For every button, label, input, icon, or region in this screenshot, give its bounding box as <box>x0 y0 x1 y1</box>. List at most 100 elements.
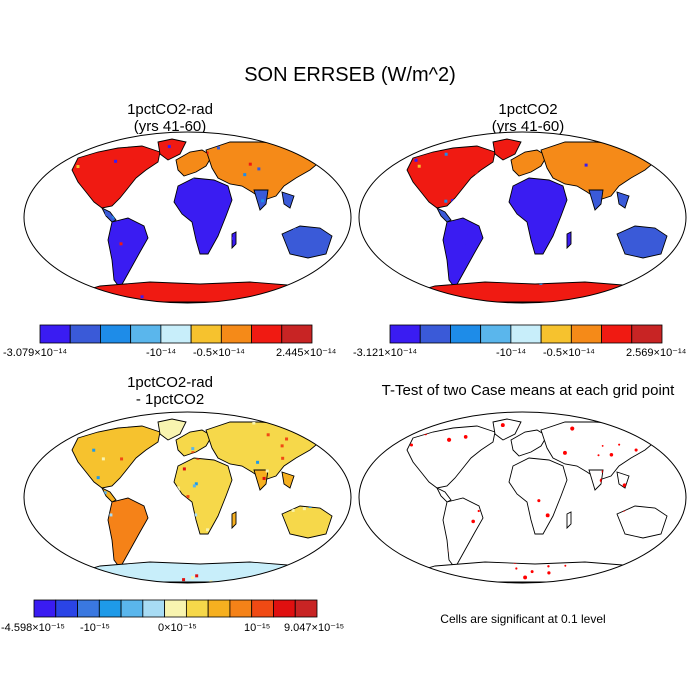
significant-cell-marker <box>663 450 667 454</box>
grid-cell <box>36 263 39 266</box>
grid-cell <box>666 148 669 151</box>
grid-cell <box>359 176 362 179</box>
grid-cell <box>330 172 333 175</box>
grid-cell <box>325 554 328 557</box>
significant-cell-marker <box>381 568 385 572</box>
grid-cell <box>35 570 38 573</box>
colorbar-swatch <box>77 599 100 618</box>
grid-cell <box>433 294 436 297</box>
grid-cell <box>241 412 244 415</box>
grid-cell <box>309 563 312 566</box>
significant-cell-marker <box>687 465 691 469</box>
significant-cell-marker <box>421 421 425 425</box>
grid-cell <box>191 447 195 451</box>
grid-cell <box>679 138 682 141</box>
grid-cell <box>75 150 78 153</box>
grid-cell <box>77 137 80 140</box>
grid-cell <box>637 293 640 296</box>
significant-cell-marker <box>407 430 409 432</box>
significant-cell-marker <box>669 434 672 437</box>
panel1-title-line1: 1pctCO2-rad <box>127 101 213 118</box>
grid-cell <box>45 296 48 299</box>
grid-cell <box>25 160 28 163</box>
significant-cell-marker <box>362 550 365 553</box>
grid-cell <box>24 271 27 274</box>
colorbar-swatch <box>220 324 252 344</box>
grid-cell <box>368 156 371 159</box>
significant-cell-marker <box>682 518 684 520</box>
grid-cell <box>323 545 326 548</box>
grid-cell <box>360 142 363 145</box>
grid-cell <box>32 302 35 305</box>
significant-cell-marker <box>390 568 393 571</box>
grid-cell <box>37 444 40 447</box>
grid-cell <box>259 577 262 580</box>
grid-cell <box>392 275 395 278</box>
grid-cell <box>315 153 318 156</box>
grid-cell <box>56 284 59 287</box>
grid-cell <box>347 273 350 276</box>
significant-cell-marker <box>377 565 381 569</box>
grid-cell <box>685 269 688 272</box>
grid-cell <box>343 556 346 559</box>
grid-cell <box>285 437 289 441</box>
grid-cell <box>76 165 80 169</box>
grid-cell <box>48 275 51 278</box>
grid-cell <box>344 285 347 288</box>
grid-cell <box>345 431 348 434</box>
india-landmass <box>588 469 604 491</box>
grid-cell <box>21 488 24 491</box>
grid-cell <box>462 241 466 245</box>
grid-cell <box>660 294 663 297</box>
grid-cell <box>32 584 35 587</box>
grid-cell <box>114 577 117 580</box>
significant-cell-marker <box>649 432 651 434</box>
grid-cell <box>182 467 186 471</box>
grid-cell <box>623 296 626 299</box>
significant-cell-marker <box>422 580 425 583</box>
grid-cell <box>69 575 72 578</box>
grid-cell <box>673 160 676 163</box>
grid-cell <box>349 513 352 516</box>
northamerica-landmass <box>71 425 161 489</box>
significant-cell-marker <box>564 564 567 567</box>
grid-cell <box>475 131 478 134</box>
grid-cell <box>367 273 370 276</box>
grid-cell <box>464 234 468 238</box>
grid-cell <box>349 281 352 284</box>
colorbar-swatch <box>39 324 71 344</box>
grid-cell <box>65 280 68 283</box>
significant-cell-marker <box>545 513 550 518</box>
grid-cell <box>24 190 27 193</box>
grid-cell <box>355 145 358 148</box>
colorbar-panel3 <box>33 599 318 618</box>
grid-cell <box>470 299 473 302</box>
grid-cell <box>45 415 48 418</box>
greenland-landmass <box>157 138 187 161</box>
cbar1-label-max: 2.445×10⁻¹⁴ <box>276 347 337 359</box>
grid-cell <box>87 294 90 297</box>
grid-cell <box>74 132 77 135</box>
significant-cell-marker <box>407 570 411 574</box>
grid-cell <box>646 274 649 277</box>
grid-cell <box>65 151 68 154</box>
grid-cell <box>24 551 27 554</box>
grid-cell <box>617 301 620 304</box>
grid-cell <box>385 268 388 271</box>
significant-cell-marker <box>684 550 687 553</box>
significant-cell-marker <box>669 435 672 438</box>
grid-cell <box>406 141 409 144</box>
grid-cell <box>684 198 687 201</box>
grid-cell <box>101 139 104 142</box>
grid-cell <box>111 302 114 305</box>
grid-cell <box>668 263 671 266</box>
grid-cell <box>348 474 351 477</box>
grid-cell <box>308 300 311 303</box>
grid-cell <box>283 575 286 578</box>
grid-cell <box>39 537 42 540</box>
grid-cell <box>206 151 209 155</box>
southamerica-landmass <box>107 217 149 289</box>
significant-cell-marker <box>428 581 431 584</box>
significant-cell-marker <box>373 562 377 566</box>
grid-cell <box>606 298 609 301</box>
